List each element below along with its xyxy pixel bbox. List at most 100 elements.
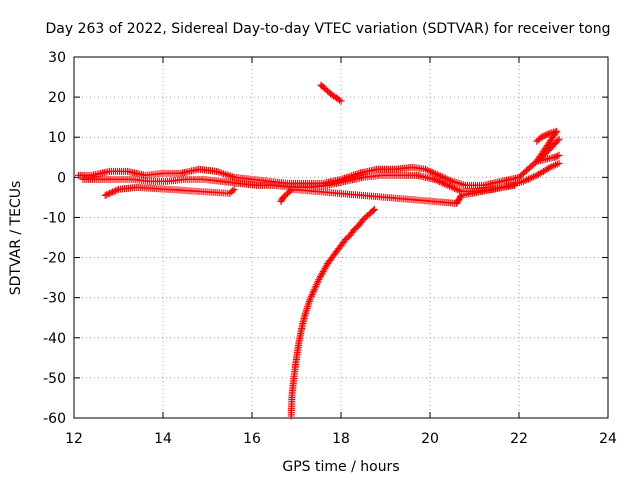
data-point <box>531 172 539 180</box>
x-tick-label: 12 <box>65 431 83 447</box>
data-point <box>308 291 316 299</box>
data-point <box>548 163 556 171</box>
data-point <box>101 191 109 199</box>
x-tick-label: 22 <box>510 431 528 447</box>
data-point <box>301 310 309 318</box>
data-point <box>228 173 236 181</box>
data-point <box>443 175 451 183</box>
data-point <box>304 303 312 311</box>
x-tick-label: 16 <box>243 431 261 447</box>
data-point <box>447 177 455 185</box>
x-tick-label: 14 <box>154 431 172 447</box>
series-drops <box>277 181 519 207</box>
data-point <box>423 166 431 174</box>
data-point <box>230 185 238 193</box>
data-point <box>511 181 519 189</box>
data-point <box>454 186 462 194</box>
data-point <box>519 177 527 185</box>
data-point <box>554 137 562 145</box>
data-point <box>537 133 545 141</box>
data-point <box>109 188 117 196</box>
data-point <box>437 172 445 180</box>
data-point <box>546 163 554 171</box>
series-main-band-upper <box>74 135 563 189</box>
data-point <box>320 266 328 274</box>
y-tick-label: -20 <box>43 251 66 267</box>
data-point <box>526 174 534 182</box>
data-point <box>554 152 562 160</box>
data-point <box>307 294 315 302</box>
data-point <box>425 167 433 175</box>
data-point <box>317 272 325 280</box>
data-point <box>212 167 220 175</box>
data-point <box>223 171 231 179</box>
y-tick-label: 20 <box>48 90 66 106</box>
data-point <box>216 169 224 177</box>
data-point <box>316 274 324 282</box>
data-point <box>447 183 455 191</box>
data-point <box>318 269 326 277</box>
data-point <box>220 170 228 178</box>
data-point <box>551 153 559 161</box>
data-point <box>369 206 377 214</box>
data-point <box>523 176 531 184</box>
grid <box>74 57 608 418</box>
data-point <box>353 170 361 178</box>
data-point <box>555 135 563 143</box>
data-point <box>555 159 563 167</box>
y-axis-title: SDTVAR / TECUs <box>8 181 24 296</box>
data-point <box>445 182 453 190</box>
data-point <box>539 133 547 141</box>
data-point <box>351 171 359 179</box>
data-point <box>113 186 121 194</box>
data-point <box>311 284 319 292</box>
data-point <box>310 287 318 295</box>
series-main-band-lower <box>79 159 563 195</box>
data-point <box>103 191 111 199</box>
data-point <box>529 173 537 181</box>
data-point <box>348 172 356 180</box>
y-tick-label: 10 <box>48 130 66 146</box>
x-tick-label: 18 <box>332 431 350 447</box>
data-point <box>304 301 312 309</box>
data-point <box>430 175 438 183</box>
data-point <box>314 277 322 285</box>
data-point <box>542 131 550 139</box>
data-point <box>229 187 237 195</box>
data-point <box>552 153 560 161</box>
data-point <box>349 171 357 179</box>
data-point <box>449 184 457 192</box>
data-point <box>309 289 317 297</box>
data-point <box>427 168 435 176</box>
data-point <box>337 97 345 105</box>
data-point <box>305 297 313 305</box>
y-tick-label: -30 <box>43 291 66 307</box>
data-point <box>321 264 329 272</box>
data-point <box>521 177 529 185</box>
data-point <box>452 185 460 193</box>
y-tick-label: -60 <box>43 411 66 427</box>
data-point <box>303 306 311 314</box>
data-point <box>434 177 442 185</box>
data-point <box>312 282 320 290</box>
data-point <box>555 151 563 159</box>
data-point <box>287 187 295 195</box>
data-point <box>450 184 458 192</box>
y-tick-label: 30 <box>48 50 66 66</box>
data-point <box>437 178 445 186</box>
data-point <box>227 172 235 180</box>
data-point <box>444 181 452 189</box>
data-point <box>104 190 112 198</box>
data-point <box>422 165 430 173</box>
data-point <box>112 187 120 195</box>
data-point <box>313 279 321 287</box>
x-axis-title: GPS time / hours <box>282 459 399 475</box>
series-low-cluster-early <box>101 183 238 199</box>
data-point <box>336 96 344 104</box>
data-point <box>218 169 226 177</box>
data-point <box>322 263 330 271</box>
data-point <box>442 181 450 189</box>
data-point <box>545 130 553 138</box>
data-point <box>455 187 463 195</box>
